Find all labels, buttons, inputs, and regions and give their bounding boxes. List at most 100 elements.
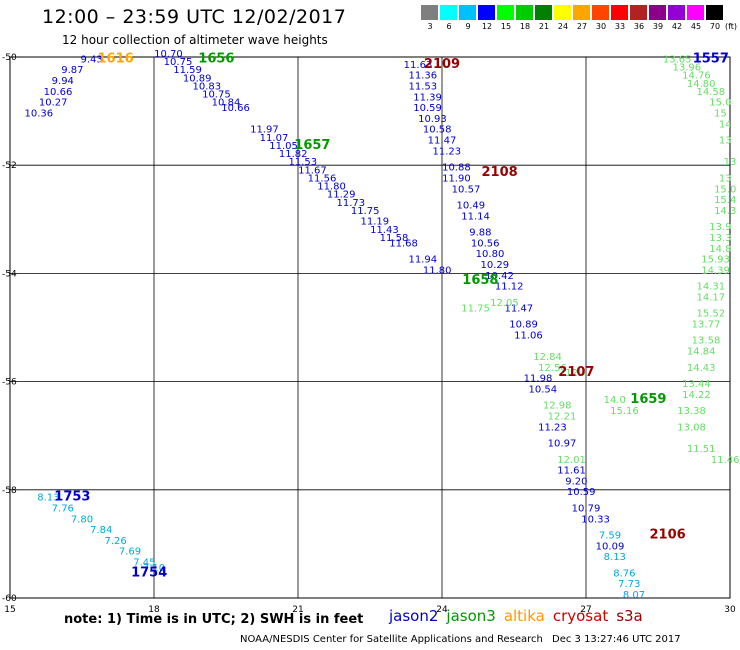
satellite-altika: altika <box>503 607 545 625</box>
wave-height-value: 10.57 <box>452 184 481 195</box>
lon-tick-label: 24 <box>436 605 448 615</box>
wave-height-value: 10.29 <box>480 260 509 271</box>
wave-height-value: 11.80 <box>423 265 452 276</box>
lat-tick-label: -58 <box>2 486 17 496</box>
pass-time-label: 1557 <box>693 51 729 66</box>
wave-height-value: 15.0 <box>709 98 731 109</box>
scale-swatch <box>516 5 533 20</box>
wave-height-value: 11.68 <box>389 238 418 249</box>
wave-height-value: 10.70 <box>154 49 183 60</box>
wave-height-value: 11.19 <box>360 217 389 228</box>
scale-label: 70 <box>709 22 721 31</box>
wave-height-value: 15.4 <box>714 195 736 206</box>
wave-height-value: 12.05 <box>490 298 519 309</box>
wave-height-value: 13.44 <box>682 379 711 390</box>
wave-height-value: 13.65 <box>663 54 692 65</box>
wave-height-value: 11.07 <box>260 133 289 144</box>
wave-height-value: 10.58 <box>423 125 452 136</box>
scale-label: 27 <box>576 22 588 31</box>
wave-height-value: 11.82 <box>279 149 308 160</box>
wave-height-value: 9.20 <box>565 476 587 487</box>
wave-height-value: 15.52 <box>696 309 725 320</box>
wave-height-value: 10.79 <box>572 503 601 514</box>
scale-label: 33 <box>614 22 626 31</box>
wave-height-value: 11.75 <box>351 206 380 217</box>
wave-height-value: 11.67 <box>298 165 327 176</box>
wave-height-value: 10.09 <box>596 541 625 552</box>
scale-unit: (ft) <box>724 22 738 31</box>
wave-height-value: 7.10 <box>143 563 165 574</box>
scale-swatch <box>611 5 628 20</box>
wave-height-value: 9.88 <box>469 228 491 239</box>
scale-swatch <box>497 5 514 20</box>
wave-height-value: 10.56 <box>471 238 500 249</box>
wave-height-value: 11.94 <box>408 255 437 266</box>
wave-height-value: 14.43 <box>687 363 716 374</box>
wave-height-value: 11.47 <box>428 136 457 147</box>
wave-height-value: 14.17 <box>696 292 725 303</box>
pass-time-label: 1754 <box>131 565 167 580</box>
wave-height-value: 11.80 <box>317 182 346 193</box>
wave-height-value: 7.80 <box>71 514 93 525</box>
wave-height-value: 7.26 <box>104 536 126 547</box>
scale-label: 42 <box>671 22 683 31</box>
wave-height-value: 10.33 <box>581 514 610 525</box>
wave-height-value: 11.75 <box>461 303 490 314</box>
scale-swatch <box>535 5 552 20</box>
scale-label: 9 <box>465 22 471 31</box>
wave-height-value: 14.8 <box>709 244 731 255</box>
wave-height-value: 10.75 <box>164 57 193 68</box>
lat-tick-label: -56 <box>2 378 17 388</box>
satellite-cryosat: cryosat <box>552 607 609 625</box>
wave-height-value: 10.89 <box>183 73 212 84</box>
wave-height-value: 10.88 <box>442 163 471 174</box>
lat-tick-label: -60 <box>2 594 17 604</box>
wave-height-value: 11.56 <box>308 173 337 184</box>
wave-height-value: 13.38 <box>677 406 706 417</box>
wave-height-value: 11.63 <box>404 60 433 71</box>
wave-height-value: 14.0 <box>604 395 626 406</box>
scale-swatch <box>478 5 495 20</box>
wave-height-value: 13.77 <box>692 320 721 331</box>
wave-height-value: 11.43 <box>370 225 399 236</box>
page-subtitle: 12 hour collection of altimeter wave hei… <box>62 33 328 47</box>
wave-height-value: 13 <box>719 136 732 147</box>
wave-height-value: 8.07 <box>623 590 645 601</box>
wave-height-value: 12.4 <box>565 368 587 379</box>
wave-height-value: 10.89 <box>509 320 538 331</box>
lat-tick-label: -54 <box>2 269 17 279</box>
credit-line: NOAA/NESDIS Center for Satellite Applica… <box>240 634 681 645</box>
wave-height-value: 7.76 <box>52 503 74 514</box>
scale-label: 15 <box>500 22 512 31</box>
scale-swatch <box>459 5 476 20</box>
wave-height-value: 8.13 <box>37 493 59 504</box>
wave-height-value: 11.36 <box>408 71 437 82</box>
scale-label: 6 <box>446 22 452 31</box>
wave-height-value: 8.13 <box>604 552 626 563</box>
scale-swatch <box>649 5 666 20</box>
wave-height-value: 7.69 <box>119 547 141 558</box>
note-text: note: 1) Time is in UTC; 2) SWH is in fe… <box>64 612 364 627</box>
scale-label: 24 <box>557 22 569 31</box>
wave-height-value: 9.94 <box>52 76 74 87</box>
wave-height-value: 12.01 <box>557 455 586 466</box>
wave-height-value: 11.47 <box>504 303 533 314</box>
lat-tick-label: -50 <box>2 53 17 63</box>
wave-height-value: 10.93 <box>418 114 447 125</box>
pass-time-label: 2109 <box>424 57 460 72</box>
satellite-legend: jason2 jason3 altika cryosat s3a <box>389 607 651 625</box>
wave-height-value: 10.83 <box>192 81 221 92</box>
wave-height-value: 14.80 <box>687 79 716 90</box>
wave-height-value: 15.0 <box>714 184 736 195</box>
wave-height-value: 10.84 <box>212 98 241 109</box>
scale-swatch <box>630 5 647 20</box>
wave-height-value: 13 <box>719 173 732 184</box>
wave-height-value: 11.39 <box>413 92 442 103</box>
wave-height-value: 11.53 <box>408 81 437 92</box>
pass-time-label: 2108 <box>482 165 518 180</box>
scale-swatch <box>687 5 704 20</box>
pass-time-label: 1616 <box>98 51 134 66</box>
pass-time-label: 1753 <box>54 490 90 505</box>
wave-height-value: 11.23 <box>538 422 567 433</box>
wave-height-value: 11.98 <box>524 374 553 385</box>
